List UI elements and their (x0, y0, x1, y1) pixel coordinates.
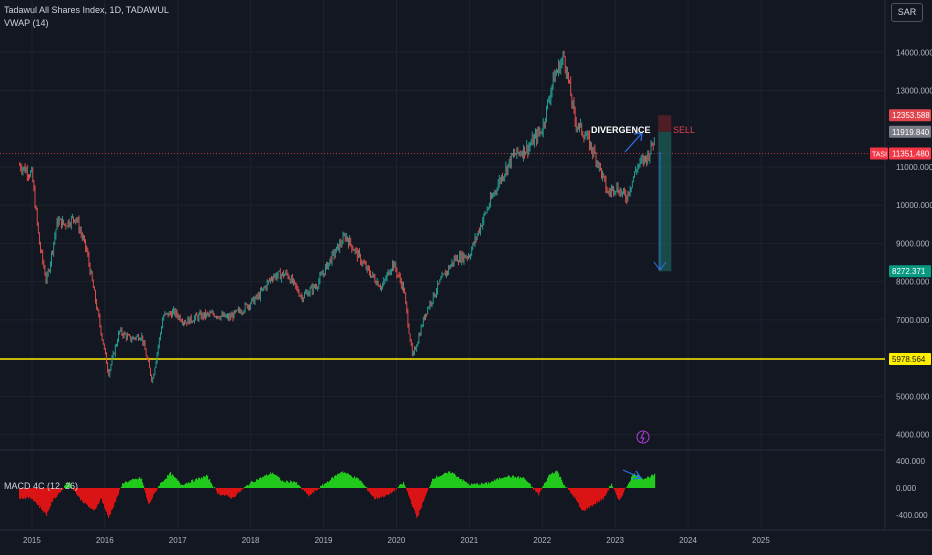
macd-divergence-arrow (622, 469, 642, 479)
divergence-price-arrowhead (633, 132, 643, 142)
support-level-value: 5978.564 (892, 355, 926, 364)
target-zone (658, 131, 672, 272)
current-price-value: 11351.480 (892, 150, 930, 159)
support-level-tag (889, 352, 931, 365)
divergence-label: DIVERGENCE (591, 125, 651, 135)
entry-level-tag (889, 125, 931, 138)
macd-pane-title: MACD 4C (12, 26) (4, 481, 79, 491)
x-tick-label: 2017 (169, 536, 187, 545)
stop-level-tag (889, 109, 931, 122)
macd-y-tick-label: 400.000 (896, 457, 925, 466)
y-tick-label: 8000.000 (896, 278, 930, 287)
stop-level-value: 12353.588 (892, 111, 930, 120)
lightning-bolt-icon (640, 431, 645, 443)
x-tick-label: 2016 (96, 536, 114, 545)
y-tick-label: 10000.000 (896, 201, 932, 210)
symbol-tag-label: TASI (872, 152, 887, 159)
x-tick-label: 2025 (752, 536, 770, 545)
target-level-value: 8272.371 (892, 267, 926, 276)
lightning-icon (636, 430, 650, 444)
sell-label: SELL (673, 125, 695, 135)
entry-level-value: 11919.840 (892, 128, 930, 137)
x-tick-label: 2019 (315, 536, 333, 545)
x-tick-label: 2018 (242, 536, 260, 545)
macd-y-tick-label: 0.000 (896, 484, 917, 493)
currency-button[interactable]: SAR (891, 3, 923, 22)
y-tick-label: 7000.000 (896, 316, 930, 325)
symbol-tag (870, 147, 888, 160)
macd-divergence-arrowhead (632, 470, 643, 480)
stop-zone (658, 115, 672, 132)
y-tick-label: 11000.000 (896, 163, 932, 172)
x-tick-label: 2024 (679, 536, 697, 545)
x-tick-label: 2022 (533, 536, 551, 545)
x-tick-label: 2015 (23, 536, 41, 545)
x-tick-label: 2020 (388, 536, 406, 545)
y-tick-label: 5000.000 (896, 392, 930, 401)
y-tick-label: 13000.000 (896, 87, 932, 96)
indicator-vwap-label: VWAP (14) (4, 18, 49, 28)
divergence-price-arrow (624, 132, 643, 153)
y-tick-label: 4000.000 (896, 431, 930, 440)
y-tick-label: 9000.000 (896, 239, 930, 248)
macd-y-tick-label: -400.000 (896, 511, 928, 520)
x-tick-label: 2021 (460, 536, 478, 545)
current-price-tag (889, 147, 931, 160)
target-level-tag (889, 265, 931, 278)
chart-title: Tadawul All Shares Index, 1D, TADAWUL (4, 5, 169, 15)
x-tick-label: 2023 (606, 536, 624, 545)
sell-target-arrow-head (653, 261, 667, 271)
y-tick-label: 14000.000 (896, 48, 932, 57)
